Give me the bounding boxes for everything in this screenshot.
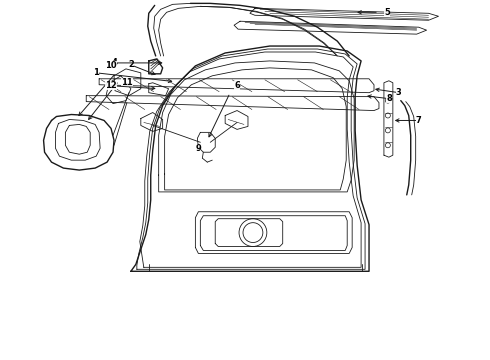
- Text: 7: 7: [416, 116, 421, 125]
- Text: 9: 9: [196, 144, 201, 153]
- Text: 3: 3: [396, 88, 402, 97]
- Text: 10: 10: [105, 62, 117, 71]
- Text: 2: 2: [128, 60, 134, 69]
- Text: 5: 5: [384, 8, 390, 17]
- Text: 11: 11: [121, 78, 133, 87]
- Text: 1: 1: [93, 68, 99, 77]
- Text: 8: 8: [386, 94, 392, 103]
- Text: 4: 4: [111, 58, 117, 67]
- Text: 6: 6: [234, 81, 240, 90]
- Text: 12: 12: [105, 81, 117, 90]
